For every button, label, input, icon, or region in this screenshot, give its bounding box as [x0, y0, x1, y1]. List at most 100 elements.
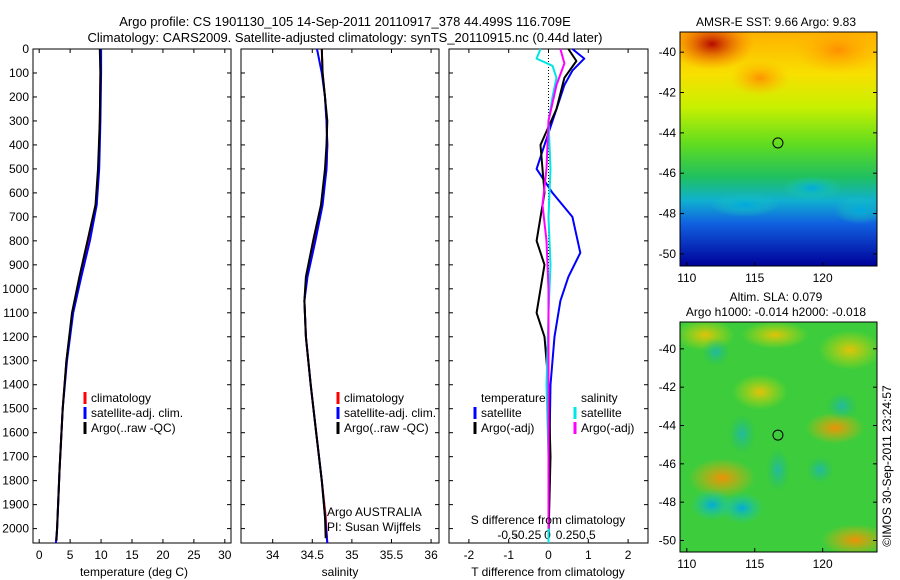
legend-label-climatology: climatology — [91, 391, 151, 405]
x-tick-label: 35 — [345, 548, 359, 562]
temperature-x-axis-ticks: 0 5 10 15 20 25 30 — [36, 49, 232, 562]
sst-cold-patch — [782, 176, 842, 200]
salinity-legend: climatology satellite-adj. clim. Argo(..… — [336, 391, 436, 435]
sla-low-patch — [826, 392, 858, 420]
sla-map-panel: Altim. SLA: 0.079 Argo h1000: -0.014 h20… — [659, 290, 878, 571]
sst-heatmap — [680, 32, 877, 266]
s-difference-tick-label: 0.25 — [556, 528, 580, 542]
lat-tick-label: -42 — [659, 86, 677, 100]
difference-profile-lines — [535, 48, 586, 543]
legend-label-temp-satellite: satellite — [481, 406, 522, 420]
s-difference-axis-label: S difference from climatology — [471, 513, 626, 527]
x-tick-label: 0 — [545, 548, 552, 562]
lat-tick-label: -50 — [659, 247, 677, 261]
difference-y-ticks — [449, 48, 648, 530]
lat-tick-label: -46 — [659, 166, 677, 180]
depth-tick-label: 2000 — [2, 522, 29, 536]
difference-panel: -2 -1 0 1 2 -0.5-0.25 0 0.25 0.5 S difference f… — [448, 48, 649, 579]
temperature-profile-lines — [54, 48, 103, 544]
sla-low-patch — [728, 414, 756, 454]
depth-tick-label: 800 — [9, 234, 29, 248]
salinity-x-axis-label: salinity — [322, 565, 359, 579]
temperature-axes-box — [32, 48, 232, 544]
sla-heatmap — [680, 322, 877, 552]
s-difference-tick-label: -0.5 — [497, 528, 518, 542]
legend-label-argo: Argo(..raw -QC) — [344, 421, 429, 435]
sla-high-patch — [805, 412, 865, 444]
sla-low-patch — [806, 456, 834, 484]
x-tick-label: 1 — [585, 548, 592, 562]
difference-legend: temperature satellite Argo(-adj) salinit… — [473, 391, 634, 435]
lon-tick-label: 115 — [745, 557, 764, 571]
lon-tick-label: 115 — [745, 271, 764, 285]
depth-tick-label: 1200 — [2, 330, 29, 344]
sst-map-title: AMSR-E SST: 9.66 Argo: 9.83 — [696, 15, 856, 29]
temperature-x-axis-label: temperature (deg C) — [80, 565, 188, 579]
salinity-x-axis-ticks: 34 34.5 35 35.5 36 — [266, 49, 438, 562]
legend-label-satellite: satellite-adj. clim. — [344, 406, 436, 420]
sla-low-patch — [702, 338, 730, 366]
sst-cold-patch — [834, 196, 877, 224]
x-tick-label: 5 — [67, 548, 74, 562]
sla-map-subtitle: Argo h1000: -0.014 h2000: -0.018 — [686, 305, 866, 319]
profile-line — [541, 48, 566, 529]
x-tick-label: 25 — [187, 548, 201, 562]
lat-tick-label: -44 — [659, 419, 677, 433]
lon-tick-label: 110 — [677, 557, 696, 571]
profile-line — [535, 48, 558, 543]
imos-credit: ©IMOS 30-Sep-2011 23:24:57 — [880, 385, 894, 547]
legend-label-argo: Argo(..raw -QC) — [91, 421, 176, 435]
lat-tick-label: -40 — [659, 342, 677, 356]
s-difference-tick-label: 0.5 — [579, 528, 596, 542]
float-program-label: Argo AUSTRALIA — [327, 505, 422, 519]
depth-tick-label: 500 — [9, 162, 29, 176]
s-difference-tick-label: -0.25 — [514, 528, 542, 542]
depth-tick-label: 1300 — [2, 354, 29, 368]
depth-tick-label: 1700 — [2, 450, 29, 464]
sla-high-patch — [741, 322, 809, 349]
depth-tick-label: 900 — [9, 258, 29, 272]
sst-longitude-ticks: 110 115 120 — [677, 262, 833, 285]
profile-line — [55, 48, 102, 541]
sla-high-patch — [688, 458, 756, 498]
x-tick-label: 34 — [266, 548, 280, 562]
depth-tick-label: 700 — [9, 210, 29, 224]
sla-high-patch — [821, 524, 877, 552]
x-tick-label: -1 — [503, 548, 514, 562]
profile-line — [303, 48, 329, 539]
sst-warm-patch — [680, 32, 754, 70]
sla-high-patch — [732, 374, 788, 410]
depth-tick-label: 1600 — [2, 426, 29, 440]
sst-warm-patch — [730, 60, 790, 96]
x-tick-label: 34.5 — [301, 548, 325, 562]
x-tick-label: 15 — [125, 548, 139, 562]
lat-tick-label: -46 — [659, 457, 677, 471]
sla-high-patch — [818, 330, 877, 370]
depth-tick-label: 1800 — [2, 474, 29, 488]
depth-tick-label: 1000 — [2, 282, 29, 296]
sla-latitude-ticks: -40 -42 -44 -46 -48 -50 — [659, 342, 877, 548]
legend-label-temp-argo: Argo(-adj) — [481, 421, 534, 435]
legend-title-salinity: salinity — [581, 391, 618, 405]
sla-low-patch — [720, 492, 764, 524]
sst-axes-box — [679, 31, 878, 267]
depth-tick-label: 1100 — [3, 306, 29, 320]
title-line-2: Climatology: CARS2009. Satellite-adjuste… — [88, 30, 603, 45]
sst-map-panel: AMSR-E SST: 9.66 Argo: 9.83 -40 -42 -44 -46… — [659, 15, 878, 285]
depth-tick-label: 1500 — [2, 402, 29, 416]
legend-label-sal-argo: Argo(-adj) — [581, 421, 634, 435]
lon-tick-label: 120 — [813, 271, 833, 285]
depth-tick-label: 1900 — [2, 498, 29, 512]
x-tick-label: 0 — [36, 548, 43, 562]
x-tick-label: 30 — [218, 548, 232, 562]
s-difference-axis-ticks: -0.5-0.25 0 0.25 0.5 — [497, 528, 596, 542]
t-difference-axis-label: T difference from climatology — [471, 565, 625, 579]
x-tick-label: 10 — [94, 548, 108, 562]
argo-position-marker — [772, 137, 784, 149]
x-tick-label: 35.5 — [380, 548, 404, 562]
lat-tick-label: -48 — [659, 207, 677, 221]
legend-label-satellite: satellite-adj. clim. — [91, 406, 183, 420]
argo-position-marker — [772, 429, 784, 441]
depth-tick-label: 600 — [9, 186, 29, 200]
